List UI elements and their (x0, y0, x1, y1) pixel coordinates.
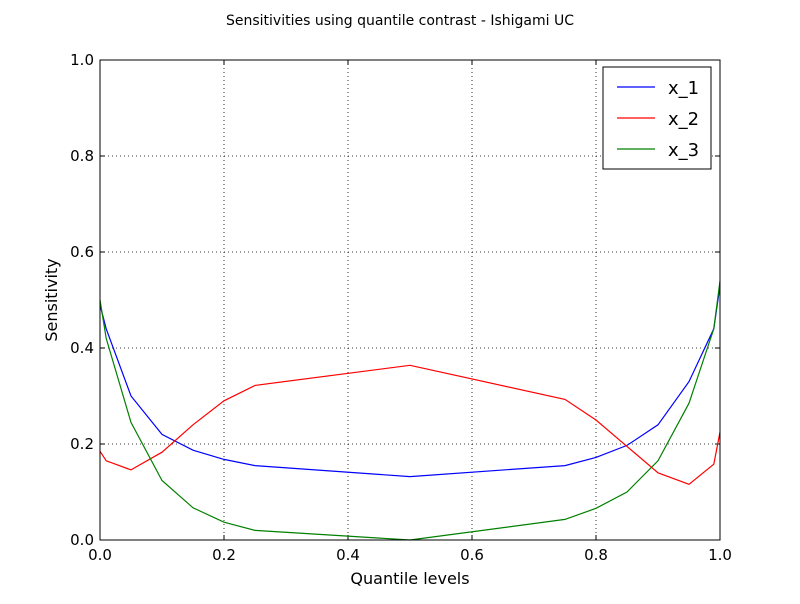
x-tick-label: 0.2 (212, 546, 236, 564)
series-line-x-1 (99, 285, 721, 478)
plot-frame (99, 59, 721, 541)
y-tick-label: 0.0 (70, 531, 94, 549)
y-tick-label: 0.2 (70, 435, 94, 453)
chart-title: Sensitivities using quantile contrast - … (226, 13, 574, 29)
y-axis-label: Sensitivity (42, 258, 61, 341)
x-tick-label: 0.8 (584, 546, 608, 564)
y-tick-label: 0.4 (70, 339, 94, 357)
x-tick-label: 0.4 (336, 546, 360, 564)
x-tick-label: 0.6 (460, 546, 484, 564)
x-tick-label: 1.0 (708, 546, 732, 564)
legend-label: x_3 (668, 140, 699, 161)
x-tick-label: 0.0 (88, 546, 112, 564)
y-tick-label: 0.8 (70, 147, 94, 165)
axis-ticks: 0.0 0.2 0.4 0.6 0.8 1.0 0.0 0.2 0.4 0.6 0.8 1.0 (70, 51, 732, 564)
y-tick-label: 1.0 (70, 51, 94, 69)
series-line-x-2 (99, 364, 721, 485)
x-axis-label: Quantile levels (350, 569, 469, 588)
y-tick-label: 0.6 (70, 243, 94, 261)
legend: x_1 x_2 x_3 (602, 66, 712, 170)
legend-label: x_1 (668, 78, 699, 99)
legend-label: x_2 (668, 109, 699, 130)
